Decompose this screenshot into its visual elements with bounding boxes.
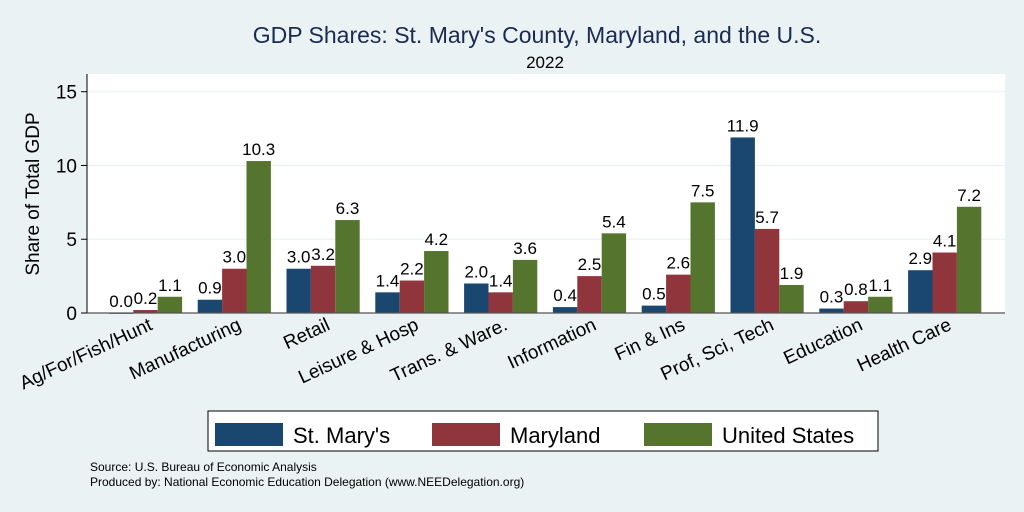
legend-swatch	[215, 423, 283, 446]
bar	[868, 296, 893, 313]
y-tick-label: 15	[56, 83, 77, 104]
data-label: 5.7	[755, 208, 779, 227]
bar	[375, 292, 400, 313]
bar	[754, 228, 780, 313]
bar	[552, 307, 578, 313]
bar	[956, 206, 982, 313]
bar	[641, 305, 667, 313]
data-label: 3.0	[287, 248, 311, 267]
x-tick-label: Education	[781, 314, 866, 369]
bar	[197, 299, 223, 313]
bar	[133, 310, 158, 313]
data-label: 7.5	[691, 181, 715, 200]
bar	[932, 252, 957, 313]
bar	[666, 274, 691, 313]
chart-title: GDP Shares: St. Mary's County, Maryland,…	[253, 22, 822, 48]
legend-label: St. Mary's	[293, 423, 390, 448]
data-label: 1.1	[868, 276, 892, 295]
bar	[843, 301, 869, 313]
y-tick-label: 5	[66, 230, 77, 251]
bar	[286, 268, 311, 313]
bar	[464, 283, 489, 313]
bar	[908, 270, 933, 313]
y-axis-label: Share of Total GDP	[23, 112, 44, 275]
data-label: 0.4	[553, 286, 577, 305]
data-label: 2.6	[666, 254, 690, 273]
bar	[424, 251, 449, 313]
data-label: 4.2	[424, 230, 448, 249]
data-label: 0.3	[820, 288, 844, 307]
data-label: 0.2	[134, 289, 158, 308]
data-label: 1.4	[376, 271, 400, 290]
produced-by-note: Produced by: National Economic Education…	[90, 475, 524, 489]
bar	[690, 202, 715, 313]
data-label: 0.8	[844, 280, 868, 299]
data-label: 3.6	[513, 239, 537, 258]
data-label: 0.9	[198, 279, 222, 298]
legend-label: United States	[722, 423, 854, 448]
bar	[222, 268, 247, 313]
data-label: 7.2	[957, 186, 981, 205]
legend-swatch	[644, 423, 712, 446]
legend-box	[207, 410, 879, 452]
x-tick-label: Retail	[280, 314, 333, 354]
y-tick-label: 10	[56, 156, 77, 177]
x-tick-label: Information	[505, 314, 600, 373]
bar	[730, 137, 755, 313]
data-label: 10.3	[242, 140, 275, 159]
data-label: 2.0	[464, 262, 488, 281]
data-label: 0.0	[109, 292, 133, 311]
data-label: 2.2	[400, 260, 424, 279]
data-label: 11.9	[727, 116, 759, 135]
bar	[335, 220, 360, 313]
data-label: 1.4	[489, 271, 513, 290]
bar	[819, 308, 844, 313]
legend-label: Maryland	[510, 423, 600, 448]
data-label: 5.4	[602, 212, 626, 231]
bar	[512, 259, 538, 313]
chart-subtitle: 2022	[526, 53, 564, 72]
data-label: 6.3	[336, 199, 360, 218]
bar	[601, 233, 627, 313]
bar	[246, 161, 271, 313]
bar	[399, 280, 425, 313]
bar	[779, 284, 804, 313]
bar	[310, 265, 336, 313]
legend-swatch	[432, 423, 500, 446]
x-tick-label: Health Care	[854, 314, 955, 376]
bar	[577, 276, 602, 313]
data-label: 0.5	[642, 285, 666, 304]
data-label: 3.0	[222, 248, 246, 267]
source-note: Source: U.S. Bureau of Economic Analysis	[90, 460, 317, 474]
y-tick-label: 0	[66, 304, 77, 325]
legend: St. Mary's Maryland United States	[207, 410, 879, 452]
data-label: 1.9	[780, 264, 804, 283]
data-label: 4.1	[933, 232, 957, 251]
data-label: 2.5	[578, 255, 602, 274]
bar	[488, 292, 513, 313]
data-label: 2.9	[908, 249, 932, 268]
data-label: 1.1	[158, 276, 182, 295]
bar	[157, 296, 183, 313]
data-label: 3.2	[311, 245, 335, 264]
